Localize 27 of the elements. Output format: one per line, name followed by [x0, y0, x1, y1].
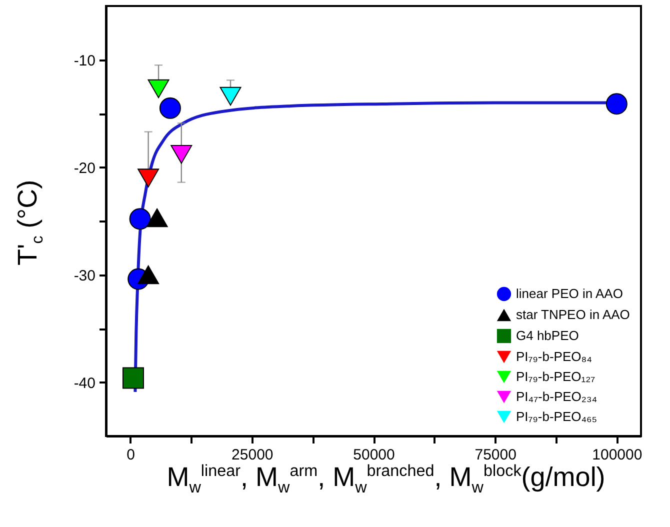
point [148, 79, 170, 98]
legend-label: PI₇₉-b-PEO₁₂₇ [516, 369, 596, 384]
point [170, 144, 192, 164]
y-tick-label: -20 [74, 160, 96, 177]
legend-label: linear PEO in AAO [516, 286, 623, 301]
legend-label: PI₄₇-b-PEO₂₃₄ [516, 389, 598, 404]
x-tick-label: 0 [126, 446, 135, 464]
legend-label: PI₇₉-b-PEO₈₄ [516, 349, 592, 364]
point [159, 97, 181, 119]
legend-label: PI₇₉-b-PEO₄₆₅ [516, 409, 598, 424]
point [138, 265, 160, 284]
point [129, 208, 151, 230]
y-tick-label: -40 [74, 374, 96, 392]
point [122, 367, 144, 389]
legend-label: star TNPEO in AAO [516, 307, 630, 322]
point [146, 208, 168, 228]
point [220, 86, 242, 106]
x-tick-label: 100000 [592, 446, 642, 464]
point [606, 93, 628, 115]
y-tick-label: -10 [74, 52, 96, 70]
x-tick-label: 50000 [353, 446, 395, 464]
x-tick-label: 75000 [474, 446, 516, 464]
legend-label: G4 hbPEO [516, 328, 579, 343]
text: M$_{w}$$^{linear}$, M$_{w}$$^{arm}$, M$_{w}$$^{branched}$, M$_{w}$$^{block}$(g/mol) [166, 462, 606, 496]
y-tick-label: -30 [74, 267, 96, 284]
point [138, 168, 160, 188]
x-tick-label: 25000 [232, 446, 274, 464]
